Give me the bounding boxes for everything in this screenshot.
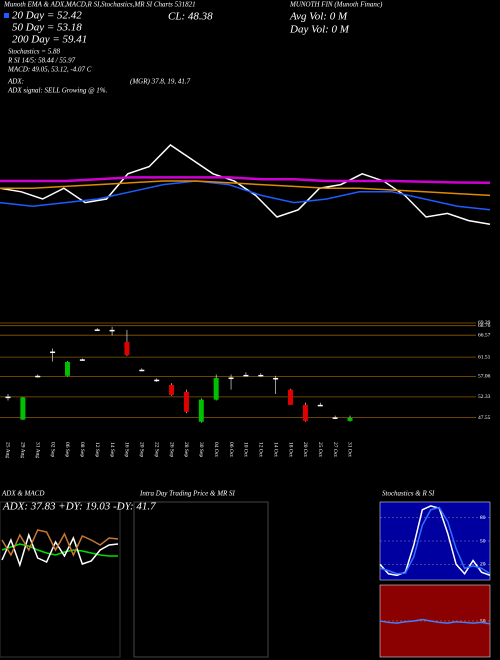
candle-body: [228, 377, 234, 380]
series-line: [0, 176, 491, 185]
ema200: 200 Day = 59.41: [12, 34, 87, 46]
candle-body: [154, 379, 160, 382]
candle-body: [139, 369, 145, 372]
series-line: [0, 180, 491, 197]
x-tick-label: 22 Sep: [153, 442, 159, 457]
adx-signal: ADX signal: SELL Growing @ 1%.: [7, 87, 108, 95]
y-tick-label: 69.39: [478, 320, 491, 326]
x-tick-label: 14 Oct: [272, 442, 278, 457]
legend-swatch: [4, 13, 9, 18]
y-tick-label: 66.57: [478, 332, 491, 338]
x-tick-label: 28 Sep: [183, 442, 189, 457]
x-tick-label: 18 Oct: [287, 442, 293, 457]
avg-vol: Avg Vol: 0 M: [289, 11, 348, 23]
ema50: 50 Day = 53.18: [12, 22, 82, 34]
candle-body: [243, 374, 249, 377]
x-tick-label: 16 Sep: [124, 442, 130, 457]
intraday-title: Intra Day Trading Price & MR SI: [139, 490, 236, 498]
y-tick-label: 50: [480, 538, 486, 544]
stoch-title: Stochastics & R SI: [382, 490, 435, 498]
rsi: R SI 14/5: 58.44 / 55.97: [7, 57, 76, 65]
candle-body: [347, 417, 353, 421]
y-tick-label: 50: [480, 618, 486, 624]
candle-body: [20, 397, 26, 420]
candle-body: [183, 391, 189, 412]
adx-box: ADX: 37.83 +DY: 19.03 -DY: 41.7: [2, 501, 156, 513]
header-title: MUNOTH FIN (Munoth Financ): [289, 1, 383, 9]
series-line: [0, 180, 491, 211]
adx-title: ADX & MACD: [1, 490, 44, 498]
series-line: [1, 543, 118, 557]
candle-body: [258, 374, 264, 377]
adx-panel: [0, 501, 121, 658]
candle-body: [288, 389, 294, 405]
y-tick-label: 68.76: [478, 323, 491, 329]
y-tick-label: 47.55: [478, 415, 491, 421]
y-tick-label: 61.51: [478, 354, 491, 360]
candle-body: [302, 404, 308, 421]
candle-body: [109, 329, 115, 332]
candle-body: [198, 399, 204, 422]
candle-body: [64, 361, 70, 376]
candle-body: [332, 417, 338, 419]
x-tick-label: 02 Sep: [49, 442, 55, 457]
adx-values: (MGR) 37.8, 19, 41.7: [130, 78, 191, 86]
x-tick-label: 29 Aug: [20, 442, 26, 458]
series-line: [1, 529, 119, 557]
series-line: [379, 618, 491, 625]
x-tick-label: 30 Sep: [198, 442, 204, 457]
x-tick-label: 12 Oct: [258, 442, 264, 457]
header-top: Munoth EMA & ADX,MACD,R SI,Stochastics,M…: [3, 1, 196, 9]
macd: MACD: 49.05, 53.12, -4.07 C: [7, 66, 92, 74]
candle-body: [213, 377, 219, 400]
x-tick-label: 20 Oct: [302, 442, 308, 457]
candle-body: [50, 351, 56, 354]
x-tick-label: 04 Oct: [213, 442, 219, 457]
candle-body: [169, 384, 175, 395]
series-line: [379, 505, 491, 577]
x-tick-label: 27 Oct: [332, 442, 338, 457]
stochastics: Stochastics = 5.88: [8, 48, 60, 56]
x-tick-label: 08 Sep: [79, 442, 85, 457]
candle-body: [124, 342, 130, 355]
y-tick-label: 57.06: [478, 374, 491, 380]
x-tick-label: 25 Oct: [317, 442, 323, 457]
series-line: [379, 506, 491, 575]
day-vol: Day Vol: 0 M: [289, 24, 350, 36]
x-tick-label: 06 Sep: [64, 442, 70, 457]
candle-body: [35, 375, 41, 378]
x-tick-label: 12 Sep: [94, 442, 100, 457]
x-tick-label: 10 Oct: [243, 442, 249, 457]
y-tick-label: 80: [480, 515, 486, 521]
candle-body: [79, 359, 85, 361]
x-tick-label: 31 Oct: [347, 442, 353, 457]
candle-body: [94, 329, 100, 331]
adx: ADX:: [7, 78, 24, 86]
series-line: [1, 532, 119, 568]
x-tick-label: 14 Sep: [109, 442, 115, 457]
x-tick-label: 06 Oct: [228, 442, 234, 457]
candle-body: [5, 396, 11, 399]
y-tick-label: 52.33: [478, 394, 491, 400]
x-tick-label: 20 Sep: [139, 442, 145, 457]
candle-body: [273, 377, 279, 380]
ema20: 20 Day = 52.42: [12, 10, 82, 22]
intraday-panel: [133, 501, 269, 658]
candle-body: [317, 404, 323, 407]
close: CL: 48.38: [168, 11, 213, 23]
x-tick-label: 26 Sep: [168, 442, 174, 457]
x-tick-label: 25 Aug: [5, 442, 11, 458]
y-tick-label: 20: [480, 562, 486, 568]
x-tick-label: 31 Aug: [34, 442, 40, 458]
